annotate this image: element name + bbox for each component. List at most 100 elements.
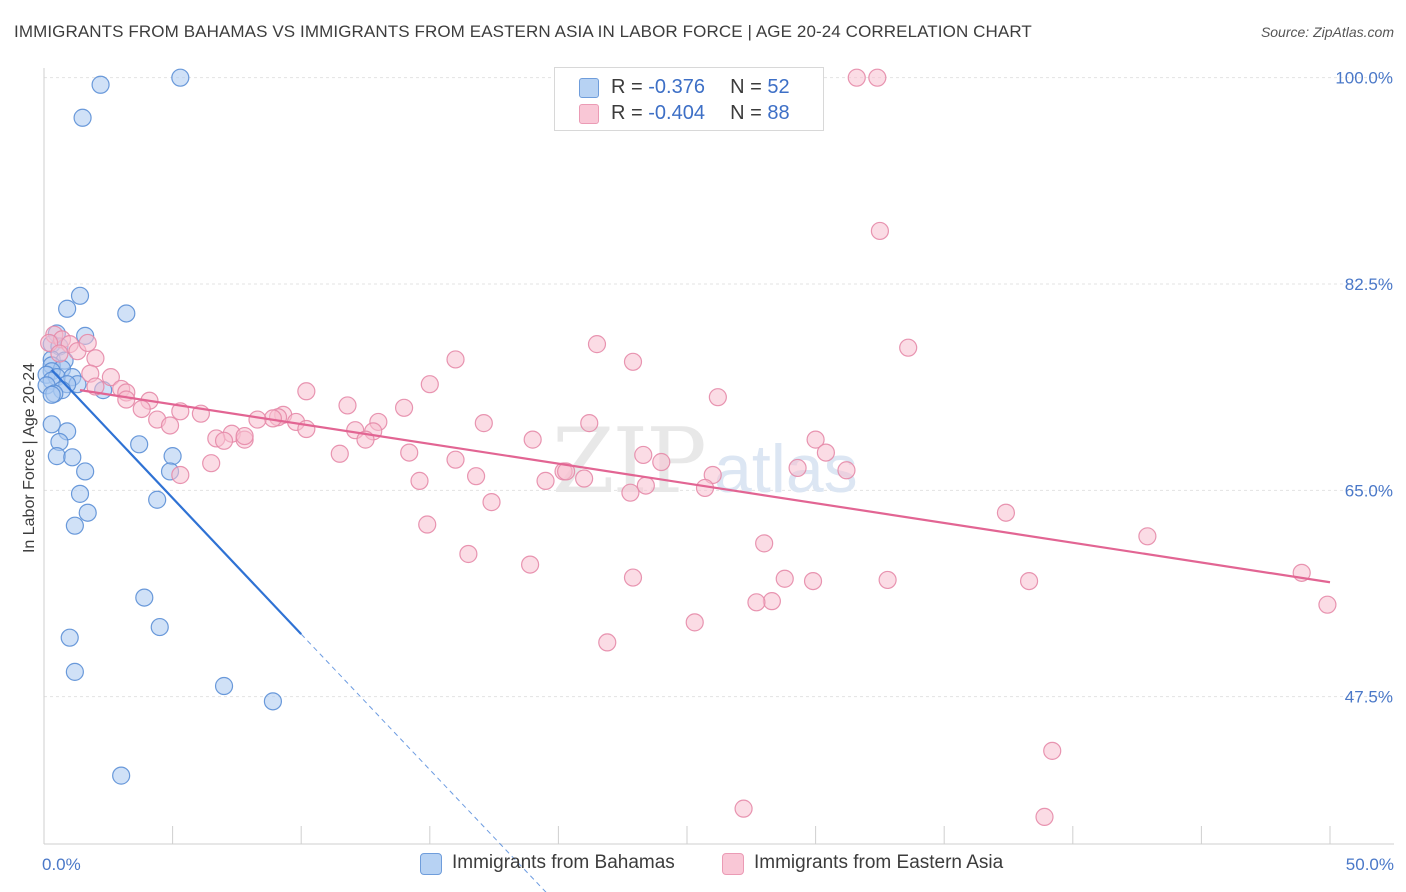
point-1-78 — [623, 568, 643, 587]
point-1-85 — [747, 593, 766, 612]
trend-line-0 — [50, 369, 302, 635]
trend-line-1 — [79, 389, 1331, 584]
point-1-70 — [621, 483, 640, 502]
point-0-30 — [47, 447, 66, 466]
point-1-50 — [235, 426, 254, 446]
point-1-23 — [117, 390, 136, 409]
series-points-1 — [40, 68, 1337, 826]
point-1-91 — [1035, 807, 1054, 826]
grid-lines — [44, 77, 1394, 698]
point-1-12 — [899, 338, 918, 357]
trend-lines — [50, 369, 1331, 892]
point-0-32 — [163, 447, 182, 466]
point-0-35 — [70, 484, 90, 503]
point-1-17 — [420, 375, 439, 394]
series-swatch-eastern-asia — [722, 853, 744, 875]
point-1-37 — [474, 414, 493, 433]
point-1-20 — [297, 382, 316, 401]
series-swatch-bahamas — [420, 853, 442, 875]
point-1-88 — [598, 633, 617, 652]
point-1-2 — [870, 221, 890, 241]
point-1-62 — [171, 465, 190, 485]
legend-text-bahamas: R = -0.376 N = 52 — [611, 76, 790, 99]
point-1-45 — [523, 430, 542, 449]
point-1-63 — [466, 467, 486, 486]
legend-n-label-bahamas: N = — [730, 76, 768, 98]
point-0-29 — [130, 435, 149, 454]
point-1-52 — [330, 444, 349, 463]
y-axis-label: In Labor Force | Age 20-24 — [21, 363, 38, 553]
axes — [43, 68, 1394, 845]
watermark-atlas: atlas — [714, 431, 858, 507]
point-1-76 — [459, 544, 478, 564]
point-0-3 — [70, 286, 90, 305]
series-name-bahamas: Immigrants from Bahamas — [452, 852, 675, 873]
point-0-44 — [263, 692, 283, 711]
point-0-4 — [58, 299, 77, 318]
point-0-33 — [76, 462, 95, 481]
legend-n-value-eastern-asia: 88 — [767, 102, 790, 124]
point-1-65 — [536, 471, 555, 490]
point-1-38 — [160, 416, 180, 435]
point-1-10 — [78, 333, 97, 353]
point-1-61 — [557, 462, 576, 481]
point-1-11 — [587, 335, 607, 354]
point-1-79 — [775, 569, 794, 588]
point-0-26 — [42, 415, 61, 434]
legend-n-label-eastern-asia: N = — [730, 102, 768, 124]
point-1-90 — [734, 799, 753, 818]
series-points-0 — [37, 68, 283, 785]
correlation-legend: R = -0.376 N = 52 R = -0.404 N = 88 — [554, 67, 824, 131]
point-1-34 — [248, 410, 267, 429]
point-1-14 — [623, 352, 643, 371]
tick-labels: 100.0% 82.5% 65.0% 47.5% 0.0% 50.0% — [42, 69, 1394, 874]
point-1-1 — [868, 68, 887, 87]
point-1-48 — [214, 431, 234, 450]
legend-swatch-eastern-asia — [579, 104, 599, 124]
point-0-41 — [60, 628, 79, 647]
point-1-87 — [685, 613, 704, 632]
point-1-59 — [788, 458, 807, 478]
legend-r-label-eastern-asia: R = — [611, 102, 649, 124]
point-0-36 — [148, 490, 167, 509]
y-tick-label-0: 100.0% — [1335, 69, 1393, 88]
point-0-37 — [78, 503, 97, 522]
point-1-55 — [446, 450, 465, 469]
legend-swatch-bahamas — [579, 78, 599, 98]
point-1-13 — [446, 350, 465, 369]
point-1-56 — [202, 454, 221, 473]
point-0-43 — [214, 676, 234, 696]
y-tick-label-2: 65.0% — [1345, 481, 1393, 500]
point-0-25 — [42, 385, 61, 404]
point-1-67 — [636, 476, 655, 495]
point-0-1 — [91, 75, 110, 94]
chart-title: IMMIGRANTS FROM BAHAMAS VS IMMIGRANTS FR… — [14, 22, 1032, 41]
legend-text-eastern-asia: R = -0.404 N = 88 — [611, 102, 790, 125]
point-1-53 — [816, 443, 835, 462]
point-1-89 — [1043, 741, 1062, 760]
point-1-57 — [652, 452, 671, 472]
legend-r-label-bahamas: R = — [611, 76, 649, 98]
point-1-86 — [1318, 595, 1337, 614]
point-1-9 — [86, 349, 105, 368]
point-1-28 — [132, 399, 151, 419]
point-1-72 — [996, 503, 1016, 522]
x-tick-label-0: 0.0% — [42, 855, 81, 874]
point-0-40 — [150, 617, 169, 637]
legend-r-value-bahamas: -0.376 — [648, 76, 705, 98]
point-1-81 — [878, 570, 897, 590]
point-1-80 — [803, 571, 823, 591]
point-0-38 — [65, 516, 84, 535]
point-0-42 — [65, 662, 84, 681]
y-tick-label-3: 47.5% — [1345, 688, 1393, 707]
point-1-64 — [410, 471, 429, 490]
source-label: Source: ZipAtlas.com — [1260, 24, 1394, 40]
point-1-0 — [847, 68, 866, 87]
x-tick-label-1: 50.0% — [1346, 855, 1394, 874]
point-1-75 — [755, 534, 774, 553]
point-1-60 — [837, 461, 856, 480]
point-0-39 — [135, 588, 154, 607]
point-1-69 — [575, 469, 594, 488]
point-1-82 — [1019, 571, 1039, 591]
point-1-16 — [101, 368, 120, 387]
